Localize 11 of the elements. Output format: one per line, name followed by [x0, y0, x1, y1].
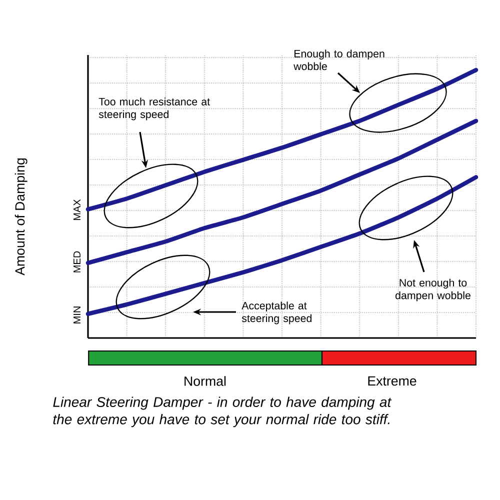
- annotation: Enough to dampen wobble: [294, 50, 384, 70]
- y-axis-title: Amount of Damping: [14, 158, 28, 276]
- text: MED: [74, 251, 80, 272]
- text: MIN: [74, 306, 80, 324]
- annotation: Acceptable at steering speed: [242, 302, 312, 324]
- annotation: Too much resistance at steering speed: [98, 98, 210, 120]
- annotation: Not enough to dampen wobble: [396, 278, 470, 302]
- text: Normal: [184, 376, 226, 386]
- text: MAX: [74, 199, 80, 220]
- text: Linear Steering Damper - in order to have damping at the extreme you have to set your normal ride too stiff.: [53, 396, 392, 428]
- text: Extreme: [368, 376, 416, 386]
